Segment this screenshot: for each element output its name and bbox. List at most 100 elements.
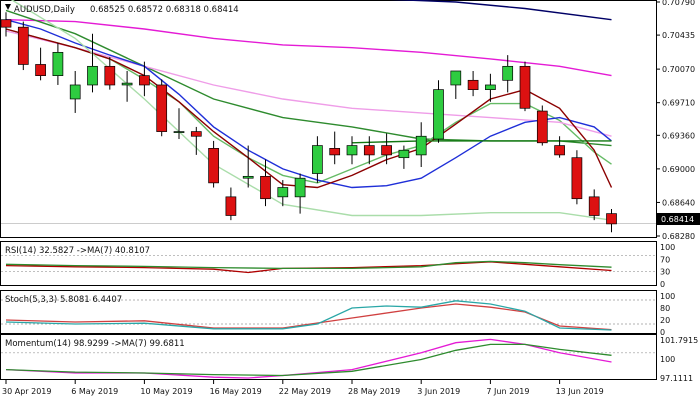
symbol-header: AUDUSD,Daily 0.68525 0.68572 0.68318 0.6… <box>5 4 239 15</box>
candle <box>329 131 341 165</box>
indicator-tick-label: 97.1111 <box>660 374 693 383</box>
date-tick-label: 3 Jun 2019 <box>417 387 460 396</box>
candle <box>208 140 219 188</box>
candle-body-up <box>450 70 462 86</box>
candle <box>588 189 600 221</box>
indicator-tick-label: 100 <box>660 292 675 301</box>
candle-body-up <box>502 65 514 81</box>
candle <box>467 70 479 97</box>
candle <box>554 136 565 158</box>
price-tick-label: 0.69360 <box>662 131 695 140</box>
current-price-text: 0.68414 <box>661 215 694 224</box>
indicator-tick-label: 101.7915 <box>660 336 698 345</box>
candle-body-up <box>277 187 289 198</box>
candle-body-down <box>104 65 116 86</box>
ohlc-values: 0.68525 0.68572 0.68318 0.68414 <box>90 5 239 15</box>
candle-body-down <box>139 75 150 86</box>
candle-body-up <box>121 82 133 86</box>
price-tick-label: 0.69000 <box>662 165 695 174</box>
candle-body-down <box>536 110 548 144</box>
price-tick-label: 0.68280 <box>662 232 695 241</box>
candle <box>346 136 358 165</box>
candle <box>502 55 514 93</box>
candle <box>450 70 462 99</box>
price-tick-label: 0.70070 <box>662 65 695 74</box>
collapse-triangle-icon <box>5 4 11 10</box>
candle-body-down <box>519 65 531 109</box>
candle-body-down <box>571 157 583 200</box>
date-tick-label: 10 May 2019 <box>140 387 192 396</box>
candle-body-down <box>0 19 12 28</box>
candle <box>606 208 617 233</box>
candle-body-up <box>485 84 496 90</box>
moving-average-line-0 <box>389 0 612 21</box>
candle-body-down <box>260 175 271 200</box>
date-tick-label: 28 May 2019 <box>348 387 400 396</box>
candle-body-down <box>467 79 479 90</box>
indicator-tick-label: 80 <box>660 304 670 313</box>
indicator-tick-label: 0 <box>660 280 665 289</box>
date-tick-label: 30 Apr 2019 <box>2 387 51 396</box>
candle-body-up <box>87 65 98 86</box>
price-tick-label: 0.70790 <box>662 0 695 7</box>
rsi-label: RSI(14) 32.5827 ->MA(7) 40.8107 <box>5 246 150 256</box>
candle <box>156 79 168 137</box>
candle <box>0 12 12 37</box>
candle-body-down <box>363 145 375 156</box>
candle <box>225 187 237 221</box>
current-price-box <box>657 213 700 225</box>
candle-body-up <box>415 135 427 156</box>
indicator-tick-label: 100 <box>660 355 675 364</box>
date-tick-label: 7 Jun 2019 <box>486 387 529 396</box>
candle-body-up <box>346 145 358 156</box>
candle <box>381 133 392 165</box>
stoch-pane-frame <box>0 290 657 334</box>
candle <box>87 33 98 93</box>
indicator-tick-label: 0 <box>660 328 665 337</box>
stoch-label: Stoch(5,3,3) 5.8081 6.4407 <box>5 295 122 305</box>
date-tick-label: 16 May 2019 <box>210 387 262 396</box>
candle-body-up <box>294 177 306 198</box>
candle <box>139 61 150 97</box>
candle <box>35 47 46 81</box>
candle-body-down <box>225 196 237 216</box>
candle <box>312 136 323 183</box>
candle-body-up <box>242 175 254 179</box>
candle <box>415 122 427 168</box>
candle <box>571 150 583 205</box>
indicator-tick-label: 100 <box>660 243 675 252</box>
candle <box>190 126 202 155</box>
candle <box>294 173 306 214</box>
candle <box>173 108 185 140</box>
candle <box>433 80 444 143</box>
candle <box>260 159 271 207</box>
candle-body-down <box>381 145 392 156</box>
candle <box>69 70 81 113</box>
candle-body-up <box>433 89 444 140</box>
date-tick-label: 22 May 2019 <box>279 387 331 396</box>
candle <box>242 145 254 188</box>
indicator-tick-label: 20 <box>660 316 670 325</box>
indicator-line-0-1 <box>5 260 612 270</box>
candle-body-down <box>17 26 29 65</box>
date-tick-label: 6 May 2019 <box>71 387 118 396</box>
rsi-pane-frame <box>0 241 657 286</box>
price-axis: 0.70790 0.70435 0.70070 0.69710 0.69360 0.690… <box>656 0 695 241</box>
main-plot <box>0 0 656 233</box>
candle-body-down <box>208 148 219 184</box>
price-tick-label: 0.70435 <box>662 31 695 40</box>
indicator-tick-label: 30 <box>660 268 670 277</box>
candle <box>363 136 375 165</box>
candle <box>52 43 64 85</box>
candle <box>536 105 548 146</box>
date-axis: 30 Apr 2019 6 May 2019 10 May 2019 16 May 2… <box>2 380 604 396</box>
candle-body-down <box>190 131 202 137</box>
candle-body-down <box>606 213 617 225</box>
candle-body-down <box>156 84 168 132</box>
candle-body-up <box>69 84 81 100</box>
candle <box>104 57 116 90</box>
candle-body-down <box>329 148 341 156</box>
momentum-pane-frame <box>0 334 657 380</box>
symbol-label: AUDUSD,Daily <box>14 5 75 15</box>
